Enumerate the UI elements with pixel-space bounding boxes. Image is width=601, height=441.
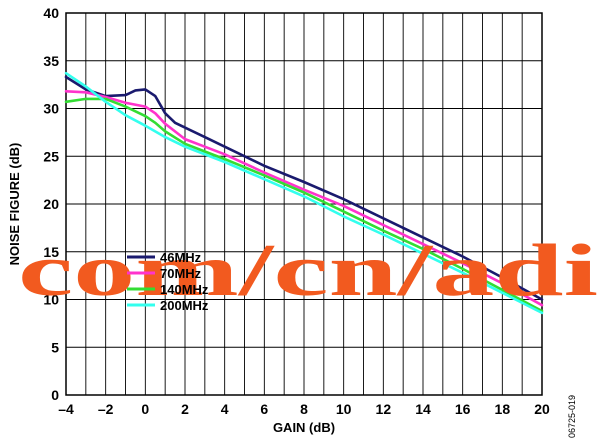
x-tick-label: 4	[221, 401, 229, 417]
x-tick-label: 12	[376, 401, 392, 417]
x-tick-label: 20	[534, 401, 550, 417]
watermark-text: com/cn/adi	[18, 230, 598, 312]
y-tick-label: 35	[43, 53, 59, 69]
x-tick-label: 18	[495, 401, 511, 417]
figure-code: 06725-019	[567, 395, 577, 438]
x-tick-label: –4	[58, 401, 74, 417]
series-line-46mhz	[64, 75, 544, 301]
x-tick-label: 6	[260, 401, 268, 417]
y-axis-label: NOISE FIGURE (dB)	[7, 143, 22, 266]
x-tick-label: 16	[455, 401, 471, 417]
x-tick-label: 0	[141, 401, 149, 417]
legend-label-200mhz: 200MHz	[160, 298, 209, 313]
y-tick-label: 0	[51, 387, 59, 403]
y-tick-label: 40	[43, 5, 59, 21]
y-tick-labels: 0 5 10 15 20 25 30 35 40	[43, 5, 59, 403]
series-line-200mhz	[64, 71, 544, 315]
x-tick-labels: –4 –2 0 2 4 6 8 10 12 14 16 18 20	[58, 401, 550, 417]
y-tick-label: 15	[43, 244, 59, 260]
y-tick-label: 25	[43, 148, 59, 164]
grid	[66, 13, 542, 395]
series-line-140mhz	[64, 97, 544, 313]
x-tick-label: 2	[181, 401, 189, 417]
x-tick-label: 8	[300, 401, 308, 417]
x-tick-label: 14	[415, 401, 431, 417]
x-axis-label: GAIN (dB)	[273, 420, 335, 435]
y-tick-label: 30	[43, 101, 59, 117]
legend-label-46mhz: 46MHz	[160, 250, 202, 265]
series-lines	[64, 71, 544, 315]
x-tick-label: –2	[98, 401, 114, 417]
legend-label-70mhz: 70MHz	[160, 266, 202, 281]
series-line-70mhz	[64, 90, 544, 307]
y-tick-label: 5	[51, 339, 59, 355]
legend-label-140mhz: 140MHz	[160, 282, 209, 297]
x-tick-label: 10	[336, 401, 352, 417]
y-tick-label: 10	[43, 292, 59, 308]
y-tick-label: 20	[43, 196, 59, 212]
